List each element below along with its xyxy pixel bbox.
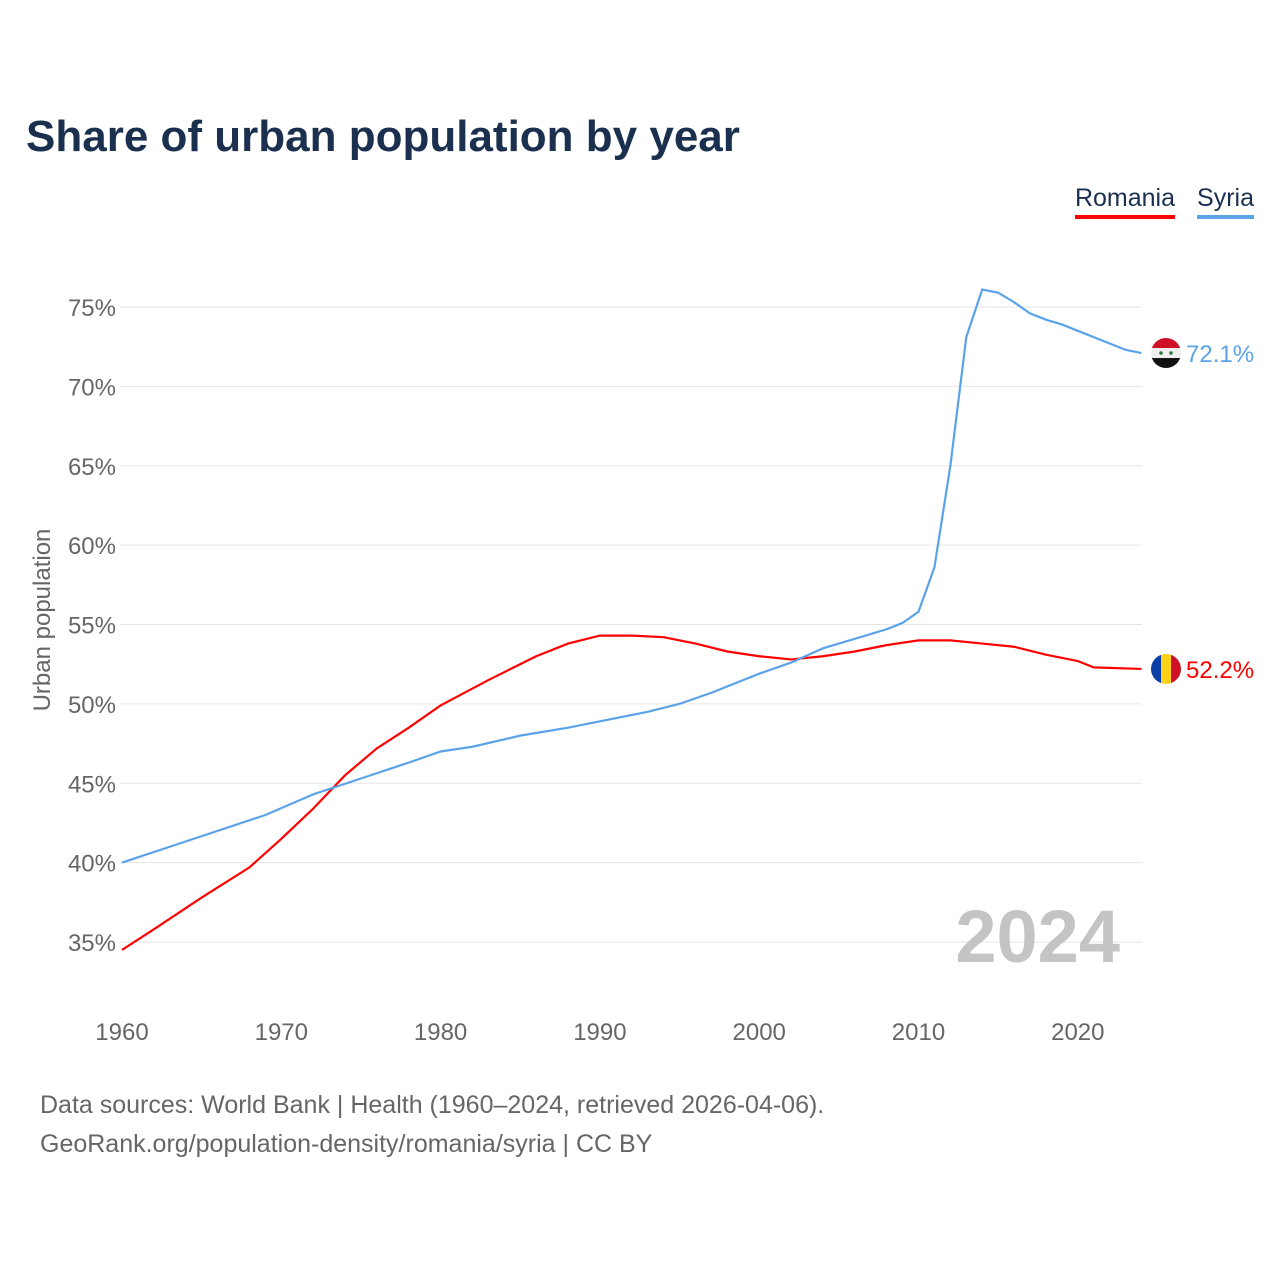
x-tick-label: 1990: [573, 1019, 626, 1046]
y-tick-label: 70%: [68, 374, 116, 401]
flag-icon-romania: [1151, 653, 1181, 684]
footer-credit: GeoRank.org/population-density/romania/s…: [40, 1130, 653, 1158]
y-axis-label: Urban population: [29, 529, 56, 712]
series-line-syria: [121, 288, 1142, 864]
x-tick-label: 1970: [255, 1019, 308, 1046]
x-tick-label: 2010: [892, 1019, 945, 1046]
y-tick-label: 65%: [68, 454, 116, 481]
end-label-syria: 72.1%: [1186, 341, 1254, 368]
y-tick-label: 45%: [68, 771, 116, 798]
footer: Data sources: World Bank | Health (1960–…: [40, 1086, 824, 1164]
legend: Romania Syria: [1074, 184, 1254, 219]
x-tick-label: 1960: [95, 1019, 148, 1046]
y-tick-label: 35%: [68, 930, 116, 957]
legend-syria[interactable]: Syria: [1197, 184, 1254, 219]
flag-icon-syria: [1151, 338, 1181, 369]
x-tick-label: 2020: [1051, 1019, 1104, 1046]
footer-sources: Data sources: World Bank | Health (1960–…: [40, 1091, 825, 1119]
year-watermark: 2024: [955, 895, 1120, 978]
y-tick-label: 60%: [68, 533, 116, 560]
end-label-romania: 52.2%: [1186, 657, 1254, 684]
y-tick-label: 40%: [68, 851, 116, 878]
chart-title: Share of urban population by year: [26, 112, 740, 161]
y-tick-label: 55%: [68, 613, 116, 640]
y-tick-label: 75%: [68, 295, 116, 322]
y-tick-label: 50%: [68, 692, 116, 719]
x-tick-label: 2000: [733, 1019, 786, 1046]
series-line-romania: [121, 634, 1142, 951]
x-tick-label: 1980: [414, 1019, 467, 1046]
legend-romania[interactable]: Romania: [1074, 184, 1176, 219]
